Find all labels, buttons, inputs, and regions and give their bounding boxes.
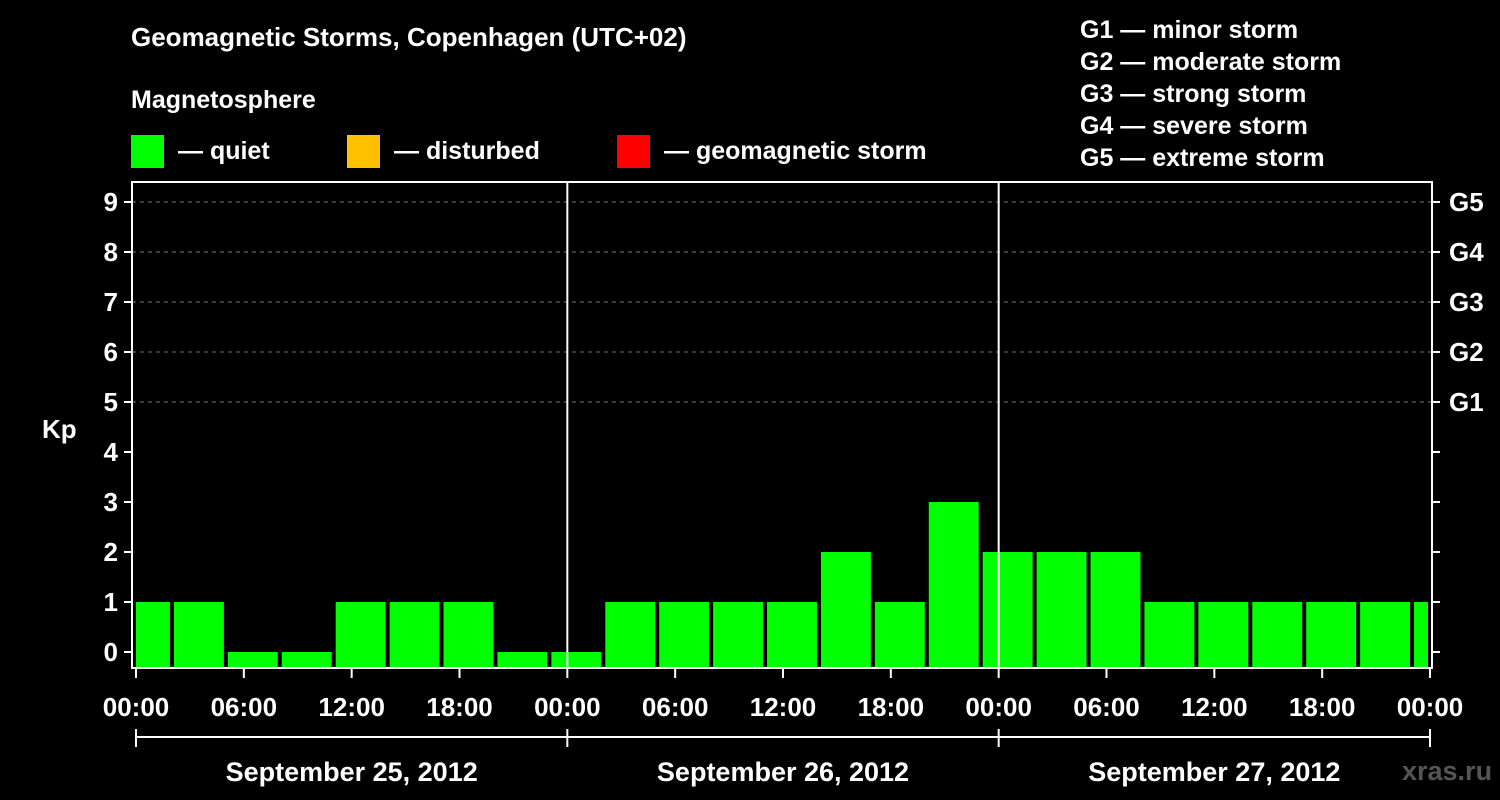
kp-bar bbox=[928, 502, 979, 668]
legend-item-disturbed: — disturbed bbox=[347, 134, 540, 168]
kp-bar bbox=[227, 652, 278, 668]
y-tick-label: 2 bbox=[104, 537, 118, 567]
kp-bar bbox=[551, 652, 602, 668]
kp-bar bbox=[1144, 602, 1195, 668]
kp-bar bbox=[767, 602, 817, 668]
kp-bar bbox=[136, 602, 170, 668]
legend-swatch-storm bbox=[617, 134, 650, 168]
g-level-label: G5 bbox=[1449, 187, 1484, 217]
y-tick-label: 7 bbox=[104, 287, 118, 317]
g-level-label: G1 bbox=[1449, 387, 1484, 417]
x-tick-label: 18:00 bbox=[426, 692, 493, 722]
x-tick-label: 00:00 bbox=[103, 692, 170, 722]
kp-bar bbox=[1198, 602, 1249, 668]
x-tick-label: 00:00 bbox=[534, 692, 601, 722]
plot-frame bbox=[131, 181, 1433, 669]
kp-bar bbox=[605, 602, 656, 668]
x-tick-label: 18:00 bbox=[858, 692, 925, 722]
kp-bar bbox=[1414, 602, 1428, 668]
x-tick-label: 12:00 bbox=[750, 692, 817, 722]
y-tick-label: 6 bbox=[104, 337, 118, 367]
kp-bar bbox=[1252, 602, 1303, 668]
legend-item-quiet: — quiet bbox=[131, 134, 270, 168]
legend-swatch-disturbed bbox=[347, 134, 380, 168]
kp-bar bbox=[173, 602, 224, 668]
g-level-label: G4 bbox=[1449, 237, 1484, 267]
kp-bar bbox=[659, 602, 710, 668]
kp-bar bbox=[1306, 602, 1357, 668]
y-tick-label: 4 bbox=[104, 437, 119, 467]
storm-scale-g5: G5 — extreme storm bbox=[1080, 144, 1325, 172]
x-tick-label: 18:00 bbox=[1289, 692, 1356, 722]
y-tick-label: 8 bbox=[104, 237, 118, 267]
g-level-label: G3 bbox=[1449, 287, 1484, 317]
magnetosphere-label: Magnetosphere bbox=[131, 86, 316, 114]
legend-label-storm: — geomagnetic storm bbox=[664, 136, 927, 165]
x-tick-label: 00:00 bbox=[1397, 692, 1464, 722]
legend-label-quiet: — quiet bbox=[178, 136, 270, 165]
kp-bar bbox=[497, 652, 548, 668]
watermark: xras.ru bbox=[1402, 756, 1493, 786]
kp-bar bbox=[820, 552, 871, 668]
kp-bar bbox=[982, 552, 1033, 668]
g-level-label: G2 bbox=[1449, 337, 1484, 367]
kp-bar bbox=[389, 602, 440, 668]
storm-scale-legend: G1 — minor storm G2 — moderate storm G3 … bbox=[1080, 14, 1341, 174]
kp-bar bbox=[713, 602, 764, 668]
y-tick-label: 5 bbox=[104, 387, 118, 417]
kp-bar bbox=[335, 602, 386, 668]
x-tick-label: 06:00 bbox=[211, 692, 278, 722]
x-tick-label: 00:00 bbox=[965, 692, 1032, 722]
storm-scale-g2: G2 — moderate storm bbox=[1080, 48, 1342, 76]
x-tick-label: 12:00 bbox=[318, 692, 385, 722]
y-axis-label: Kp bbox=[42, 414, 77, 444]
kp-bar bbox=[443, 602, 494, 668]
day-label: September 27, 2012 bbox=[1088, 757, 1340, 787]
kp-bar bbox=[281, 652, 332, 668]
storm-scale-g3: G3 — strong storm bbox=[1080, 80, 1307, 108]
kp-bar bbox=[1360, 602, 1411, 668]
day-label: September 25, 2012 bbox=[226, 757, 478, 787]
y-tick-label: 3 bbox=[104, 487, 118, 517]
legend-item-storm: — geomagnetic storm bbox=[617, 134, 927, 168]
legend-swatch-quiet bbox=[131, 134, 164, 168]
legend-label-disturbed: — disturbed bbox=[394, 136, 540, 165]
kp-bar bbox=[1036, 552, 1087, 668]
storm-scale-g4: G4 — severe storm bbox=[1080, 112, 1308, 140]
x-tick-label: 06:00 bbox=[1073, 692, 1140, 722]
y-tick-label: 9 bbox=[104, 187, 118, 217]
x-tick-label: 06:00 bbox=[642, 692, 709, 722]
x-tick-label: 12:00 bbox=[1181, 692, 1248, 722]
storm-scale-g1: G1 — minor storm bbox=[1080, 16, 1299, 44]
y-tick-label: 1 bbox=[104, 587, 118, 617]
y-tick-label: 0 bbox=[104, 637, 118, 667]
chart-title: Geomagnetic Storms, Copenhagen (UTC+02) bbox=[131, 22, 687, 52]
day-label: September 26, 2012 bbox=[657, 757, 909, 787]
kp-bar bbox=[874, 602, 925, 668]
kp-bar bbox=[1090, 552, 1141, 668]
